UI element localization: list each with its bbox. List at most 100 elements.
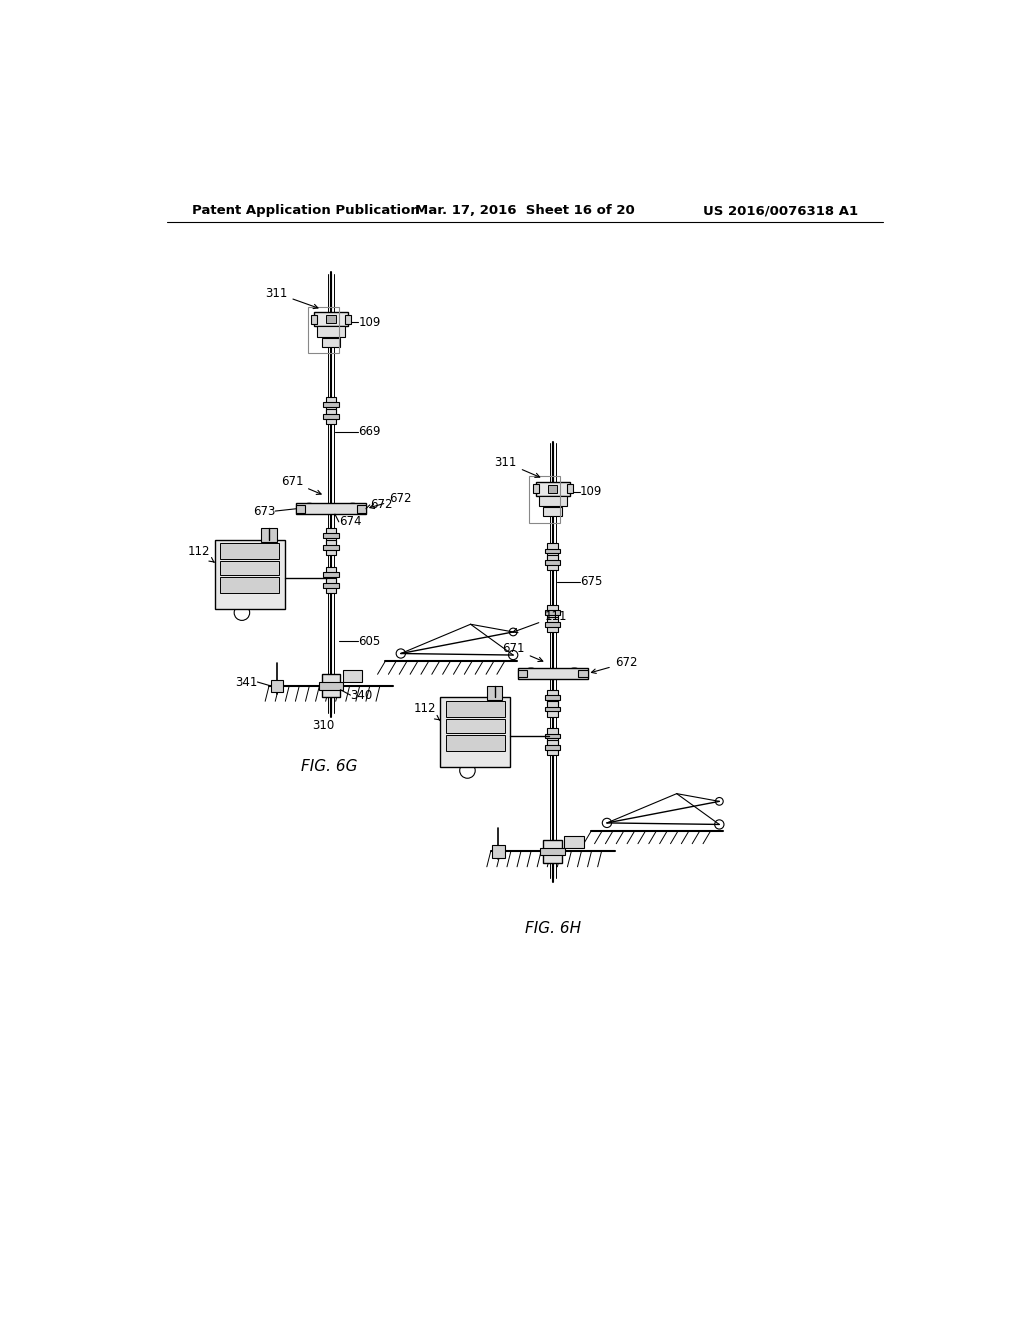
Bar xyxy=(529,477,560,523)
Bar xyxy=(326,409,337,416)
Bar xyxy=(345,314,351,323)
Bar xyxy=(326,397,337,405)
Bar xyxy=(343,671,362,682)
Bar xyxy=(296,503,366,515)
Bar xyxy=(326,405,337,412)
Bar xyxy=(322,675,340,697)
Bar xyxy=(326,566,337,574)
Bar xyxy=(322,338,340,347)
Bar xyxy=(545,560,560,565)
Bar xyxy=(566,484,572,494)
Bar xyxy=(317,326,345,337)
Bar xyxy=(579,669,588,677)
Bar xyxy=(536,482,569,496)
Bar xyxy=(326,578,337,586)
Bar xyxy=(547,739,558,747)
Bar xyxy=(445,735,505,751)
Text: Patent Application Publication: Patent Application Publication xyxy=(191,205,419,218)
Text: 675: 675 xyxy=(580,576,602,589)
Ellipse shape xyxy=(523,668,539,678)
Text: 341: 341 xyxy=(236,676,257,689)
Bar xyxy=(545,706,560,711)
Bar xyxy=(547,605,558,612)
Bar xyxy=(548,484,557,492)
Text: 340: 340 xyxy=(350,689,373,702)
Bar xyxy=(326,586,337,594)
Bar xyxy=(486,686,503,700)
Text: 112: 112 xyxy=(414,702,439,719)
Text: 310: 310 xyxy=(312,719,335,733)
Bar xyxy=(314,313,348,326)
Bar xyxy=(445,719,505,733)
Text: 311: 311 xyxy=(495,455,540,478)
Bar xyxy=(545,610,560,615)
Text: 111: 111 xyxy=(513,610,566,632)
Bar xyxy=(296,506,305,512)
Bar xyxy=(324,572,339,577)
Text: 672: 672 xyxy=(370,492,412,508)
Ellipse shape xyxy=(345,503,360,513)
Bar xyxy=(518,669,527,677)
Text: 605: 605 xyxy=(358,635,381,648)
Bar xyxy=(326,416,337,424)
Bar xyxy=(547,701,558,709)
Text: Mar. 17, 2016  Sheet 16 of 20: Mar. 17, 2016 Sheet 16 of 20 xyxy=(415,205,635,218)
Bar xyxy=(547,689,558,697)
Bar xyxy=(518,668,588,678)
Bar xyxy=(326,540,337,548)
Text: 674: 674 xyxy=(339,515,361,528)
Bar xyxy=(547,554,558,562)
Bar xyxy=(440,697,510,767)
Text: 311: 311 xyxy=(265,286,318,309)
Bar xyxy=(545,622,560,627)
Bar xyxy=(547,737,558,743)
Text: 671: 671 xyxy=(281,475,322,495)
Bar xyxy=(326,536,337,544)
Bar xyxy=(547,747,558,755)
Bar xyxy=(547,729,558,737)
Text: 112: 112 xyxy=(187,545,214,562)
Bar xyxy=(544,507,562,516)
Bar xyxy=(547,544,558,552)
Bar xyxy=(318,682,343,689)
Bar xyxy=(326,528,337,536)
Bar xyxy=(547,552,558,558)
Bar xyxy=(545,734,560,738)
Bar xyxy=(545,549,560,553)
Text: FIG. 6G: FIG. 6G xyxy=(301,759,357,775)
Bar xyxy=(532,484,539,494)
Bar xyxy=(547,697,558,705)
Bar xyxy=(270,680,283,692)
Text: 109: 109 xyxy=(358,315,381,329)
Bar xyxy=(308,308,339,354)
Bar xyxy=(261,528,276,543)
Bar xyxy=(445,701,505,717)
Bar xyxy=(215,540,285,609)
Bar xyxy=(547,624,558,632)
Bar xyxy=(539,496,566,507)
Bar xyxy=(324,403,339,407)
Bar xyxy=(324,533,339,539)
Bar xyxy=(356,506,366,512)
Text: 672: 672 xyxy=(370,499,392,511)
Text: US 2016/0076318 A1: US 2016/0076318 A1 xyxy=(702,205,858,218)
Text: 673: 673 xyxy=(253,504,275,517)
Bar xyxy=(547,612,558,620)
Bar xyxy=(547,562,558,570)
Bar xyxy=(545,696,560,700)
Bar xyxy=(324,545,339,549)
Bar xyxy=(311,314,317,323)
Bar xyxy=(564,836,584,847)
Bar xyxy=(220,577,280,593)
Bar xyxy=(220,544,280,558)
Bar xyxy=(326,548,337,554)
Bar xyxy=(547,709,558,717)
Bar xyxy=(220,561,280,576)
Text: 109: 109 xyxy=(580,486,602,499)
Bar xyxy=(541,847,565,855)
Bar xyxy=(493,845,505,858)
Bar xyxy=(326,574,337,582)
Bar xyxy=(545,744,560,750)
Bar xyxy=(327,315,336,323)
Text: 671: 671 xyxy=(503,643,543,661)
